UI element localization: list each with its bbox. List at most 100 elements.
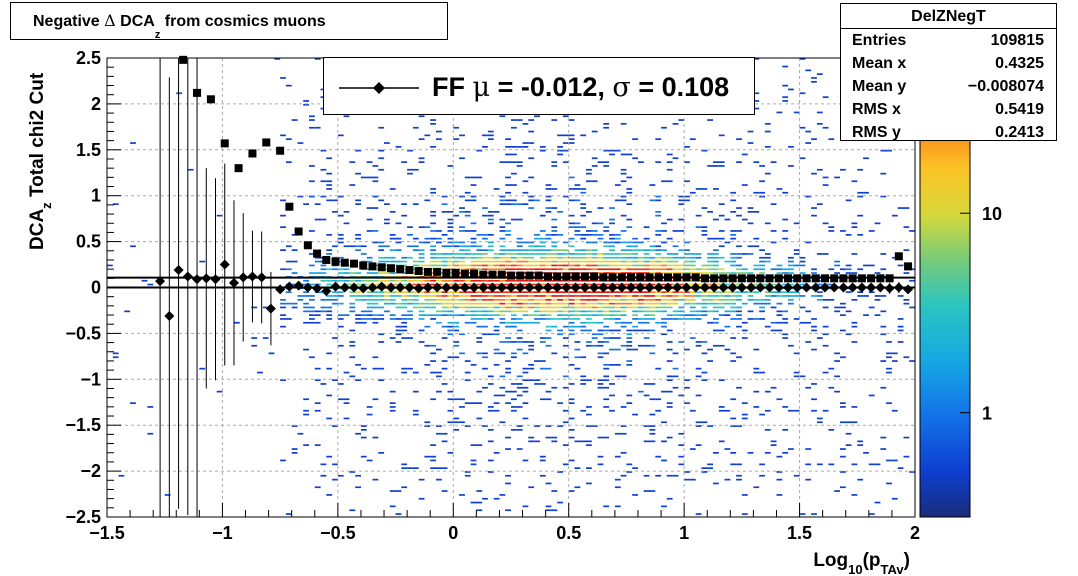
heatmap-cell — [297, 432, 304, 435]
heatmap-cell — [678, 455, 685, 458]
heatmap-cell — [718, 268, 725, 271]
heatmap-cell — [707, 264, 713, 267]
heatmap-cell — [557, 146, 563, 148]
heatmap-cell — [430, 272, 436, 274]
heatmap-cell — [459, 333, 465, 336]
heatmap-cell — [609, 241, 615, 244]
heatmap-cell — [586, 482, 592, 485]
heatmap-cell — [332, 211, 338, 213]
heatmap-cell — [638, 318, 644, 320]
heatmap-cell — [713, 253, 719, 255]
heatmap-cell — [632, 325, 638, 328]
heatmap-cell — [199, 367, 206, 370]
heatmap-cell — [551, 234, 558, 236]
heatmap-cell — [372, 207, 379, 209]
heatmap-cell — [366, 459, 373, 462]
square-marker — [747, 274, 756, 283]
diamond-marker — [856, 282, 867, 293]
heatmap-cell — [557, 329, 563, 332]
heatmap-cell — [545, 306, 552, 309]
heatmap-cell — [811, 398, 817, 401]
heatmap-cell — [551, 253, 558, 255]
heatmap-cell — [476, 268, 483, 271]
heatmap-cell — [713, 291, 719, 293]
heatmap-cell — [799, 513, 806, 515]
heatmap-cell — [430, 295, 436, 297]
heatmap-cell — [816, 417, 823, 420]
heatmap-cell — [805, 195, 812, 198]
heatmap-cell — [845, 272, 852, 274]
heatmap-cell — [528, 341, 535, 343]
heatmap-cell — [551, 386, 558, 389]
heatmap-cell — [597, 463, 604, 466]
heatmap-cell — [568, 272, 575, 274]
heatmap-cell — [459, 295, 465, 297]
heatmap-cell — [314, 272, 321, 274]
heatmap-cell — [730, 260, 737, 263]
diamond-marker — [459, 282, 470, 293]
heatmap-cell — [539, 310, 546, 313]
heatmap-cell — [430, 188, 436, 190]
heatmap-cell — [868, 291, 875, 293]
heatmap-cell — [482, 352, 488, 355]
heatmap-cell — [343, 115, 350, 118]
heatmap-cell — [303, 279, 309, 282]
heatmap-cell — [453, 321, 460, 324]
heatmap-cell — [418, 264, 425, 267]
heatmap-cell — [441, 310, 448, 313]
heatmap-cell — [401, 260, 408, 263]
heatmap-cell — [464, 253, 471, 255]
heatmap-cell — [436, 314, 442, 316]
heatmap-cell — [343, 279, 350, 282]
heatmap-cell — [626, 360, 633, 362]
heatmap-cell — [707, 321, 713, 324]
heatmap-cell — [828, 226, 835, 228]
heatmap-cell — [378, 341, 385, 343]
heatmap-cell — [886, 371, 892, 374]
heatmap-cell — [851, 272, 858, 274]
heatmap-cell — [713, 218, 719, 221]
heatmap-cell — [332, 199, 338, 202]
heatmap-cell — [285, 161, 292, 163]
heatmap-cell — [539, 146, 546, 148]
heatmap-cell — [234, 321, 240, 324]
heatmap-cell — [713, 272, 719, 274]
x-axis-label: Log10(pTAv) — [813, 550, 910, 576]
heatmap-cell — [430, 459, 436, 462]
heatmap-cell — [684, 386, 690, 389]
heatmap-cell — [840, 356, 846, 359]
heatmap-cell — [713, 260, 719, 263]
heatmap-cell — [574, 291, 581, 293]
heatmap-cell — [407, 367, 413, 370]
diamond-marker — [330, 281, 341, 292]
heatmap-cell — [499, 260, 506, 263]
square-marker — [830, 274, 839, 283]
heatmap-cell — [389, 318, 396, 320]
heatmap-cell — [701, 341, 708, 343]
heatmap-cell — [707, 310, 713, 313]
heatmap-cell — [545, 264, 552, 267]
heatmap-cell — [482, 318, 488, 320]
heatmap-cell — [834, 390, 840, 393]
heatmap-cell — [545, 398, 552, 401]
heatmap-cell — [701, 207, 708, 209]
heatmap-cell — [597, 329, 604, 332]
heatmap-cell — [516, 253, 523, 255]
heatmap-cell — [597, 299, 604, 301]
heatmap-cell — [470, 463, 477, 466]
heatmap-cell — [112, 352, 119, 355]
heatmap-cell — [574, 302, 581, 305]
heatmap-cell — [407, 295, 413, 297]
heatmap-cell — [614, 329, 621, 332]
y-tick-label: −2.5 — [65, 507, 101, 527]
plot-title-box: Negative Δ DCAz from cosmics muons — [10, 2, 448, 41]
heatmap-cell — [857, 214, 864, 217]
heatmap-cell — [586, 256, 592, 259]
heatmap-cell — [562, 310, 569, 313]
heatmap-cell — [638, 272, 644, 274]
heatmap-cell — [436, 291, 442, 293]
heatmap-cell — [655, 245, 662, 248]
heatmap-cell — [407, 310, 413, 313]
heatmap-cell — [482, 291, 488, 293]
heatmap-cell — [747, 310, 754, 313]
